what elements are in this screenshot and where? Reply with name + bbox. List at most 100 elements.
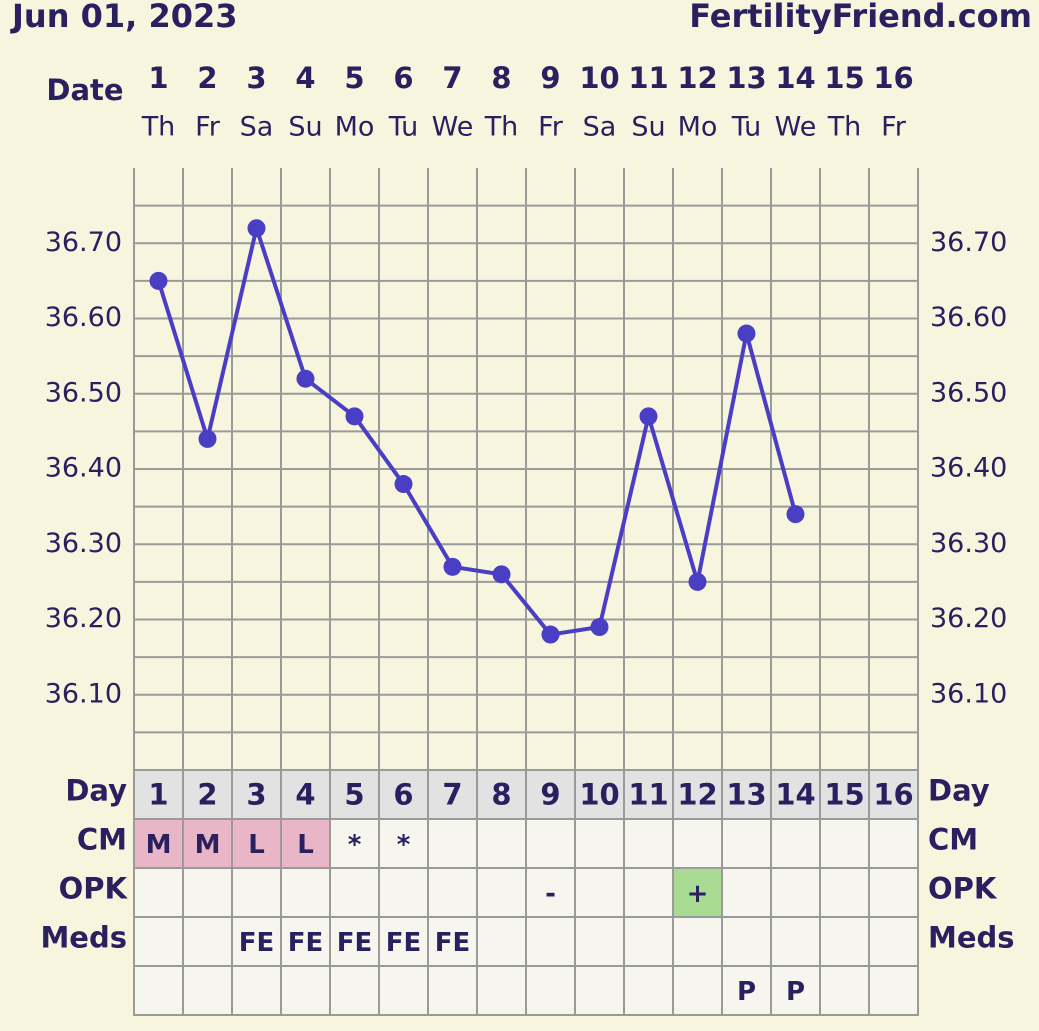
table-cell [427, 965, 478, 1016]
cell-text: - [545, 879, 556, 909]
table-cell [280, 867, 331, 918]
row-label: CM [77, 823, 127, 857]
date-label: Date [46, 73, 123, 107]
date-number: 14 [775, 61, 815, 95]
cell-text: 13 [726, 778, 766, 812]
cell-text: 4 [295, 778, 315, 812]
y-tick-label: 36.10 [45, 678, 122, 709]
temperature-point [198, 429, 217, 448]
y-tick-label: 36.20 [45, 603, 122, 634]
table-cell [672, 965, 723, 1016]
y2-tick-label: 36.30 [930, 528, 1007, 559]
table-cell [231, 965, 282, 1016]
cell-text: FE [239, 928, 275, 958]
temperature-point [688, 572, 707, 591]
cell-text: + [687, 879, 709, 909]
temperature-point [443, 557, 462, 576]
date-number: 2 [197, 61, 217, 95]
date-number: 5 [344, 61, 364, 95]
row-label-right: CM [928, 823, 978, 857]
table-cell [182, 867, 233, 918]
weekday: Mo [678, 112, 718, 143]
table-cell [868, 916, 919, 967]
table-cell [525, 867, 576, 918]
table-cell [525, 769, 576, 820]
y2-tick-label: 36.60 [930, 302, 1007, 333]
table-cell [868, 769, 919, 820]
row-label-right: OPK [928, 872, 998, 906]
date-number: 10 [579, 61, 619, 95]
cell-text: 7 [442, 778, 462, 812]
date-number: 6 [393, 61, 413, 95]
cell-text: FE [337, 928, 373, 958]
table-cell [770, 818, 821, 869]
table-cell [525, 965, 576, 1016]
y-tick-label: 36.40 [45, 453, 122, 484]
weekday: We [432, 112, 474, 143]
table-cell [525, 916, 576, 967]
table-cell [476, 916, 527, 967]
temperature-point [492, 565, 511, 584]
cell-text: 14 [775, 778, 815, 812]
y2-tick-label: 36.50 [930, 377, 1007, 408]
weekday: Mo [335, 112, 375, 143]
site-name: FertilityFriend.com [689, 0, 1032, 35]
weekday: Tu [388, 112, 419, 143]
y-tick-label: 36.30 [45, 528, 122, 559]
table-cell [133, 867, 184, 918]
weekday: Fr [881, 112, 907, 143]
cell-text: * [397, 830, 411, 860]
table-cell [476, 769, 527, 820]
table-cell [231, 818, 282, 869]
table-cell [182, 818, 233, 869]
temperature-line [156, 220, 798, 637]
temperature-point [786, 505, 805, 524]
table-cell [770, 916, 821, 967]
table-cell [672, 769, 723, 820]
temperature-point [737, 324, 756, 343]
temperature-point [296, 369, 315, 388]
weekday: Sa [583, 112, 617, 143]
y-tick-label: 36.70 [45, 227, 122, 258]
table-cell [231, 769, 282, 820]
table-cell [378, 965, 429, 1016]
row-label: OPK [59, 872, 129, 906]
cell-text: 5 [344, 778, 364, 812]
table-cell [133, 769, 184, 820]
date-number: 7 [442, 61, 462, 95]
date-number: 12 [677, 61, 717, 95]
table-cell [231, 867, 282, 918]
cell-text: 16 [873, 778, 913, 812]
cell-text: 2 [197, 778, 217, 812]
table-cell [819, 818, 870, 869]
row-label-right: Day [928, 774, 990, 808]
cell-text: P [737, 977, 756, 1007]
table-cell [868, 965, 919, 1016]
weekday: Tu [731, 112, 762, 143]
cell-text: M [195, 830, 221, 860]
table-cell [427, 818, 478, 869]
cell-text: 15 [824, 778, 864, 812]
weekday: Fr [538, 112, 564, 143]
y2-tick-label: 36.40 [930, 453, 1007, 484]
cell-text: * [348, 830, 362, 860]
table-cell [770, 769, 821, 820]
table-cell [133, 916, 184, 967]
date-number: 9 [540, 61, 560, 95]
table-cell [721, 867, 772, 918]
cell-text: 6 [393, 778, 413, 812]
temperature-point [247, 219, 266, 238]
table-cell [868, 867, 919, 918]
y-tick-label: 36.50 [45, 377, 122, 408]
table-cell [819, 965, 870, 1016]
table-cell [182, 916, 233, 967]
date-number: 16 [873, 61, 913, 95]
table-cell [280, 965, 331, 1016]
date-number: 1 [148, 61, 168, 95]
date-number: 3 [246, 61, 266, 95]
table-cell [721, 818, 772, 869]
y2-tick-label: 36.10 [930, 678, 1007, 709]
temperature-point [590, 618, 609, 637]
y2-tick-label: 36.70 [930, 227, 1007, 258]
weekday: Su [631, 112, 665, 143]
